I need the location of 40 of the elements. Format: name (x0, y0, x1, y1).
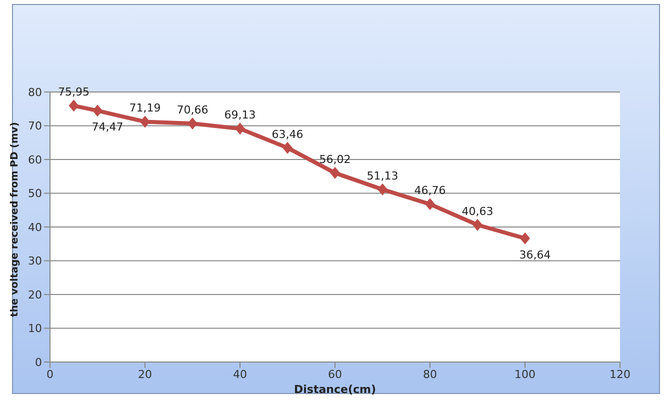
data-label: 46,76 (414, 184, 446, 198)
point (472, 218, 482, 231)
y-tick-label: 10 (28, 322, 42, 336)
x-tick-label: 60 (328, 368, 342, 381)
y-tick-label: 70 (28, 120, 42, 133)
data-label: 63,46 (272, 128, 304, 141)
point (92, 104, 102, 117)
y-tick-label: 20 (28, 288, 42, 302)
x-tick-label: 100 (514, 368, 536, 381)
y-tick-label: 40 (28, 220, 42, 234)
y-axis-title: the voltage received from PD (mv) (10, 122, 21, 317)
x-axis-title: Distance(cm) (294, 383, 376, 396)
x-tick-label: 20 (138, 368, 152, 381)
data-label: 51,13 (366, 169, 398, 182)
point (235, 122, 245, 135)
x-tick-label: 120 (610, 368, 630, 381)
y-tick-label: 30 (28, 254, 42, 268)
data-label: 70,66 (176, 104, 208, 117)
point (188, 118, 198, 130)
point (282, 142, 292, 154)
x-tick-label: 40 (233, 368, 247, 381)
y-tick-label: 80 (28, 86, 42, 99)
data-label: 74,47 (92, 120, 124, 134)
data-label: 40,63 (462, 204, 494, 218)
data-label: 75,95 (58, 86, 90, 99)
data-label: 36,64 (519, 248, 551, 262)
x-tick-label: 80 (423, 368, 437, 381)
y-tick-label: 0 (35, 356, 42, 369)
point (520, 232, 530, 244)
x-tick-label: 0 (46, 368, 54, 381)
y-tick-label: 60 (28, 153, 42, 166)
point (330, 166, 340, 179)
data-label: 71,19 (129, 102, 161, 115)
point (68, 100, 79, 112)
point (378, 183, 388, 196)
point (140, 116, 150, 128)
data-label: 56,02 (319, 152, 351, 166)
y-tick-label: 50 (28, 187, 42, 200)
data-label: 69,13 (224, 108, 256, 122)
point (425, 198, 435, 210)
